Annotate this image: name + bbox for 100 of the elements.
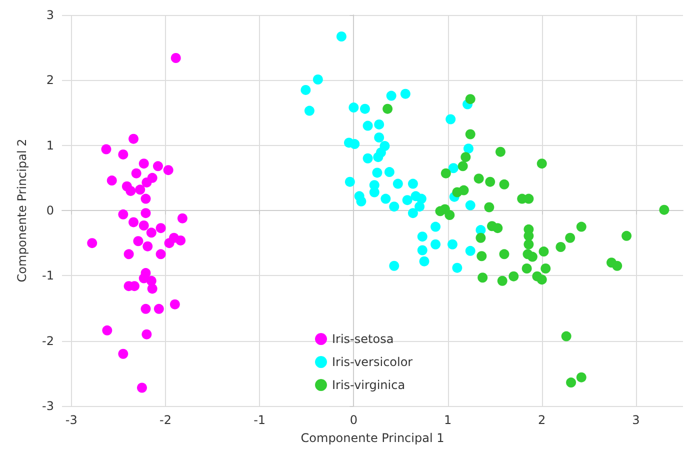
point	[495, 146, 506, 157]
point	[135, 184, 146, 195]
point	[142, 177, 152, 188]
point	[499, 249, 510, 260]
point	[147, 284, 158, 294]
point	[101, 144, 112, 154]
point	[576, 372, 586, 382]
point	[384, 167, 394, 178]
point	[369, 187, 380, 198]
point	[386, 90, 396, 101]
point	[414, 202, 425, 212]
y-tick-label: 1	[46, 138, 54, 152]
point	[659, 204, 670, 215]
point	[460, 152, 471, 162]
point	[312, 74, 323, 85]
point	[417, 232, 428, 242]
point	[126, 186, 136, 196]
x-tick-label: -2	[160, 413, 172, 427]
point	[389, 202, 400, 212]
point	[408, 178, 418, 189]
point	[400, 88, 410, 99]
point	[382, 104, 393, 114]
point	[522, 264, 532, 274]
point	[561, 331, 572, 342]
point	[389, 260, 400, 271]
point	[536, 274, 547, 285]
x-tick-label: -3	[65, 413, 78, 427]
point	[131, 168, 142, 178]
point	[622, 230, 632, 241]
point	[478, 272, 488, 283]
point	[142, 329, 152, 340]
point	[163, 165, 174, 176]
point	[128, 217, 139, 228]
y-tick-label: -3	[42, 399, 54, 413]
point	[612, 260, 622, 271]
point	[140, 304, 151, 314]
x-tick-label: 0	[350, 413, 358, 427]
point	[102, 325, 112, 336]
point	[536, 158, 547, 169]
point	[156, 249, 166, 260]
point	[152, 161, 163, 172]
point	[142, 241, 153, 252]
point	[304, 106, 314, 116]
legend-label: Iris-setosa	[332, 332, 394, 346]
point	[140, 194, 151, 204]
point	[128, 134, 139, 144]
x-tick-label: 2	[538, 413, 546, 427]
x-tick-label: -1	[254, 413, 266, 427]
point	[566, 378, 576, 388]
point	[362, 120, 373, 131]
point	[350, 139, 360, 150]
point	[576, 222, 586, 232]
x-axis-title: Componente Principal 1	[300, 431, 444, 445]
point	[124, 249, 134, 260]
point	[402, 195, 412, 206]
point	[136, 382, 147, 393]
point	[156, 223, 166, 234]
point	[146, 228, 156, 238]
point	[118, 209, 128, 220]
point	[524, 239, 534, 250]
point	[458, 185, 469, 196]
point	[538, 246, 549, 257]
point	[499, 179, 510, 190]
point	[374, 119, 384, 130]
point	[465, 94, 476, 104]
point	[374, 132, 384, 143]
point	[133, 236, 144, 246]
point	[430, 222, 441, 232]
point	[154, 304, 164, 314]
point	[140, 208, 151, 218]
point	[177, 213, 188, 224]
y-tick-label: -1	[42, 268, 54, 283]
point	[485, 176, 496, 187]
point	[476, 251, 487, 262]
point	[170, 299, 180, 310]
point	[362, 153, 373, 164]
point	[360, 104, 370, 114]
point	[118, 149, 128, 160]
point	[336, 32, 346, 42]
point	[344, 176, 355, 187]
point	[465, 200, 476, 210]
point	[87, 238, 98, 248]
point	[508, 271, 519, 282]
point	[419, 256, 430, 266]
point	[444, 210, 455, 220]
point	[170, 53, 181, 64]
point	[556, 242, 566, 252]
legend-label: Iris-virginica	[332, 378, 406, 392]
point	[540, 264, 551, 274]
point	[484, 202, 494, 212]
legend-label: Iris-versicolor	[332, 355, 413, 369]
point	[118, 348, 128, 359]
point	[565, 232, 576, 243]
y-tick-label: 3	[46, 8, 54, 22]
point	[465, 246, 476, 256]
point	[380, 194, 391, 204]
y-tick-label: -2	[42, 334, 54, 348]
point	[492, 223, 503, 234]
point	[417, 245, 428, 256]
point	[448, 163, 458, 174]
